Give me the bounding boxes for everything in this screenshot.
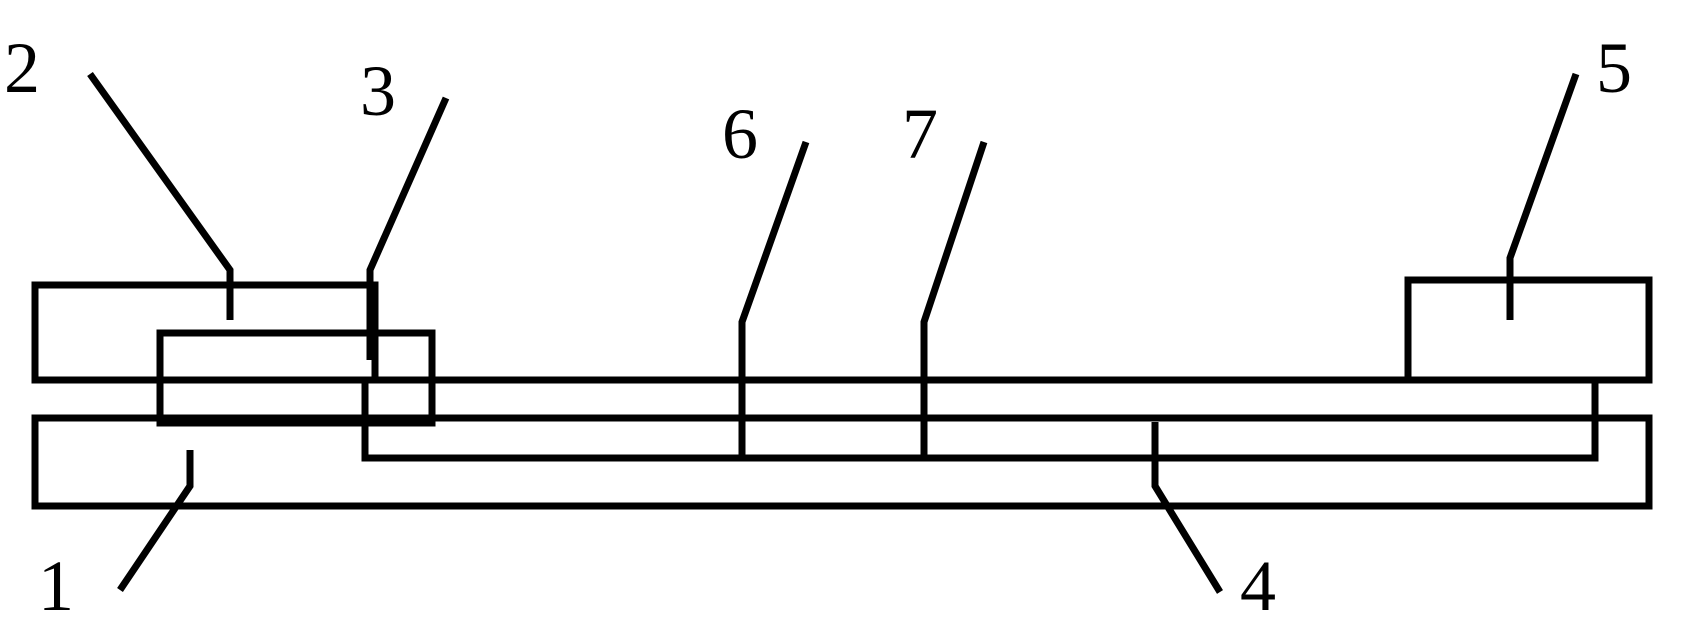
label-L1: 1 [38, 546, 74, 626]
label-L5: 5 [1596, 28, 1632, 108]
base-slab [35, 418, 1649, 506]
right-top-block [1408, 280, 1649, 380]
leader-L6 [742, 142, 806, 380]
label-L6: 6 [722, 94, 758, 174]
leader-L7 [924, 142, 984, 380]
leader-L3 [370, 98, 446, 360]
label-L7: 7 [902, 94, 938, 174]
label-L4: 4 [1240, 546, 1276, 626]
leader-L1 [120, 450, 190, 590]
label-L3: 3 [360, 51, 396, 131]
label-L2: 2 [4, 28, 40, 108]
